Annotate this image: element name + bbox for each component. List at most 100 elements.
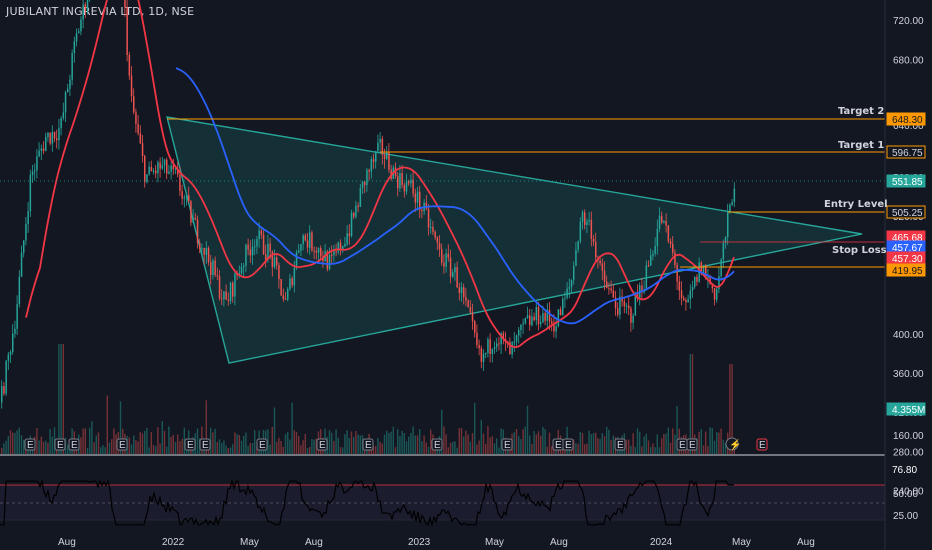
candle-body: [537, 307, 540, 325]
volume-bar: [672, 428, 674, 454]
volume-bar: [449, 442, 452, 454]
candle-body: [449, 257, 452, 277]
candle-body: [463, 287, 465, 298]
candle-body: [64, 92, 67, 113]
candle-body: [355, 205, 357, 217]
candle-body: [705, 265, 707, 279]
candle-body: [401, 173, 403, 185]
price-tag-label: 551.85: [892, 177, 923, 188]
candle-body: [73, 41, 76, 54]
volume-bar: [689, 354, 691, 454]
candle-body: [577, 241, 579, 250]
volume-bar: [108, 442, 111, 454]
annotation-target2: Target 2: [838, 106, 884, 117]
volume-bar: [419, 429, 421, 454]
volume-bar: [485, 443, 487, 454]
candle-body: [12, 333, 14, 353]
earnings-event-label: E: [617, 440, 624, 451]
volume-bar: [601, 433, 603, 454]
candle-body: [375, 151, 377, 162]
volume-bar: [309, 447, 311, 454]
candle-body: [491, 348, 494, 354]
volume-bar: [177, 434, 179, 454]
volume-bar: [489, 437, 491, 454]
volume-bar: [163, 430, 166, 454]
candle-body: [300, 244, 302, 251]
candle-body: [49, 132, 51, 144]
candle-body: [320, 248, 322, 257]
volume-bar: [300, 445, 302, 454]
candle-body: [709, 276, 711, 285]
volume-bar: [711, 427, 713, 454]
volume-bar: [249, 443, 251, 454]
volume-bar: [625, 439, 628, 454]
volume-bar: [577, 443, 579, 454]
candle-body: [724, 237, 727, 243]
candle-body: [573, 266, 575, 280]
candle-body: [533, 316, 535, 321]
candle-body: [559, 309, 562, 316]
candle-body: [526, 315, 529, 318]
candle-body: [427, 208, 430, 228]
candle-body: [18, 276, 21, 305]
candle-body: [350, 212, 353, 236]
volume-bar: [478, 440, 480, 454]
volume-bar: [45, 440, 47, 454]
candle-body: [181, 191, 183, 199]
volume-bar: [339, 447, 342, 454]
candle-body: [333, 251, 335, 256]
time-tick: 2023: [408, 537, 431, 548]
volume-bar: [133, 435, 135, 454]
volume-bar: [647, 440, 650, 454]
candle-body: [278, 264, 280, 280]
candle-body: [313, 250, 315, 252]
candle-body: [421, 210, 423, 212]
volume-bar: [161, 421, 163, 454]
volume-bar: [612, 435, 614, 454]
candle-body: [707, 276, 709, 279]
volume-bar: [58, 344, 60, 454]
candle-body: [531, 316, 533, 326]
candle-body: [342, 246, 344, 251]
candle-body: [311, 232, 313, 251]
candle-body: [207, 248, 210, 263]
volume-bar: [639, 431, 641, 454]
candle-body: [658, 215, 661, 229]
candle-body: [581, 212, 584, 222]
volume-bar: [476, 444, 478, 454]
volume-bar: [465, 430, 467, 454]
volume-bar: [36, 428, 38, 454]
volume-bar: [388, 432, 390, 454]
time-axis: Aug 2022 May Aug 2023 May Aug 2024 May Aug: [58, 537, 815, 548]
candle-body: [53, 132, 56, 139]
volume-bar: [410, 433, 412, 454]
volume-bar: [542, 427, 544, 454]
price-tag-label: 419.95: [892, 266, 923, 277]
volume-bar: [227, 447, 229, 454]
candle-body: [718, 276, 720, 290]
candle-body: [632, 315, 634, 323]
candle-body: [566, 288, 568, 298]
candle-body: [535, 307, 538, 321]
volume-bar: [196, 428, 199, 454]
candle-body: [672, 243, 674, 253]
candle-body: [381, 138, 384, 155]
candle-body: [388, 152, 390, 170]
candle-body: [3, 386, 5, 394]
price-tag-label: 596.75: [892, 148, 923, 159]
candle-body: [45, 137, 47, 151]
volume-bar: [586, 443, 588, 454]
candle-body: [641, 285, 643, 293]
volume-bar: [674, 434, 676, 454]
candle-body: [232, 282, 234, 297]
candle-body: [564, 297, 566, 299]
horizontal-levels: [0, 118, 885, 268]
time-tick: 2022: [162, 537, 185, 548]
candle-body: [469, 307, 472, 313]
volume-bar: [513, 432, 515, 454]
candle-body: [487, 339, 489, 354]
volume-bar: [328, 430, 331, 454]
triangle-pattern: [166, 116, 863, 364]
volume-bar: [496, 438, 498, 454]
